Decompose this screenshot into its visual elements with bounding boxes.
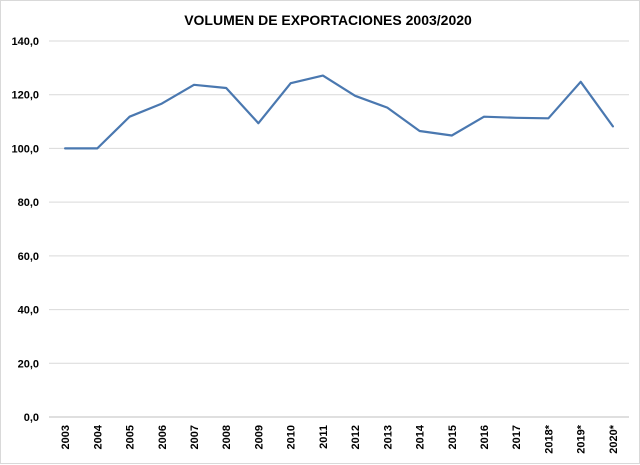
chart-title: VOLUMEN DE EXPORTACIONES 2003/2020 <box>184 12 472 28</box>
y-axis-tick-labels: 0,0 20,0 40,0 60,0 80,0 100,0 120,0 140,0 <box>11 36 39 424</box>
x-tick-label: 2018* <box>543 424 555 453</box>
y-tick-label: 100,0 <box>11 143 39 155</box>
x-tick-label: 2013 <box>382 425 394 449</box>
gridlines <box>49 40 629 364</box>
x-tick-label: 2014 <box>415 424 427 449</box>
x-tick-label: 2008 <box>221 425 233 449</box>
y-tick-label: 60,0 <box>18 251 39 263</box>
x-tick-label: 2009 <box>253 425 265 449</box>
y-tick-label: 140,0 <box>11 36 39 48</box>
x-tick-label: 2007 <box>189 425 201 449</box>
x-tick-label: 2015 <box>447 425 459 449</box>
x-tick-label: 2012 <box>350 425 362 449</box>
x-tick-label: 2011 <box>318 425 330 449</box>
x-tick-label: 2016 <box>479 425 491 449</box>
x-tick-label: 2019* <box>576 424 588 453</box>
x-tick-label: 2017 <box>511 425 523 449</box>
x-tick-label: 2010 <box>286 425 298 449</box>
x-tick-label: 2003 <box>60 425 72 449</box>
x-tick-label: 2020* <box>608 424 620 453</box>
y-tick-label: 120,0 <box>11 90 39 102</box>
y-tick-label: 20,0 <box>18 358 39 370</box>
x-tick-label: 2005 <box>125 425 137 449</box>
x-tick-label: 2006 <box>157 425 169 449</box>
y-tick-label: 40,0 <box>18 305 39 317</box>
x-tick-label: 2004 <box>92 424 104 449</box>
x-axis-tick-labels: 2003 2004 2005 2006 2007 2008 2009 2010 2011 2012… <box>60 424 620 454</box>
y-tick-label: 80,0 <box>18 197 39 209</box>
y-tick-label: 0,0 <box>24 412 39 424</box>
series-line <box>63 74 614 150</box>
